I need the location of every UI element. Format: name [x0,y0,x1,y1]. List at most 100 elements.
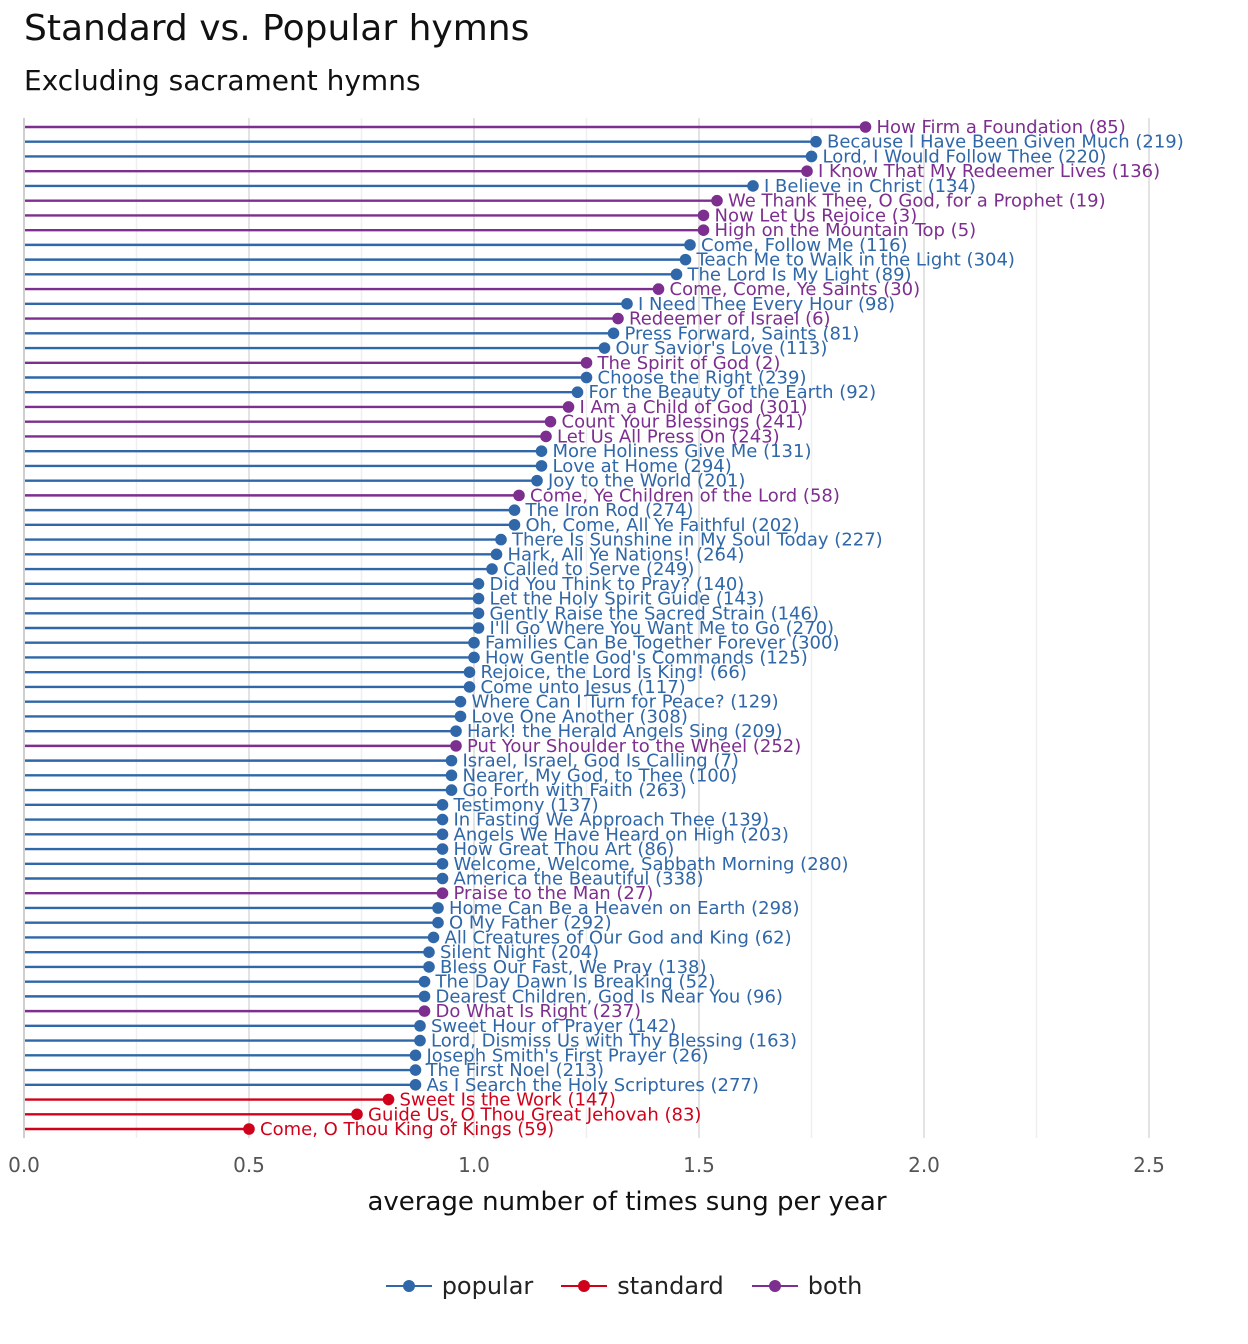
lollipop-point [472,607,485,620]
x-axis-label: average number of times sung per year [367,1187,886,1217]
lollipop-point [544,415,557,428]
data-label: I Am a Child of God (301) [580,397,808,418]
data-label: The First Noel (213) [426,1060,604,1081]
data-label: Sweet Is the Work (147) [400,1090,616,1111]
lollipop-point [409,1064,422,1076]
data-label: America the Beautiful (338) [454,869,704,890]
data-label: Home Can Be a Heaven on Earth (298) [449,898,800,919]
data-label: Guide Us, O Thou Great Jehovah (83) [368,1104,701,1125]
data-label: Love at Home (294) [553,456,732,477]
lollipop-point [351,1108,363,1121]
lollipop-point [427,931,440,944]
lollipop-point [598,342,611,354]
data-label: The Spirit of God (2) [597,353,781,374]
lollipop-point [805,150,818,163]
lollipop-point [445,769,458,782]
data-label: Dearest Children, God Is Near You (96) [436,986,783,1007]
data-label: Count Your Blessings (241) [562,412,804,433]
x-tick-label: 1.0 [458,1153,490,1177]
data-label: Lord, I Would Follow Thee (220) [823,146,1107,167]
data-label: Praise to the Man (27) [454,883,654,904]
lollipop-point [436,857,449,870]
x-tick-label: 0.5 [233,1153,265,1177]
data-label: Israel, Israel, God Is Calling (7) [463,751,739,772]
lollipop-point [423,961,435,973]
lollipop-point [414,1034,426,1047]
lollipop-point [445,784,458,796]
x-tick-label: 2.0 [908,1153,940,1177]
legend-key-popular [385,1276,432,1296]
lollipop-point [508,504,521,516]
data-label: The Day Dawn Is Breaking (52) [435,972,716,993]
data-label: Families Can Be Together Forever (300) [485,633,839,654]
data-label: Redeemer of Israel (6) [629,309,831,330]
legend-key-both [751,1276,798,1296]
lollipop-point [697,224,710,236]
data-label: Let the Holy Spirit Guide (143) [490,589,765,610]
data-label: Rejoice, the Lord Is King! (66) [481,662,747,683]
data-label: Did You Think to Pray? (140) [490,574,745,595]
data-label: Called to Serve (249) [503,559,694,580]
data-label: The Lord Is My Light (89) [687,264,912,285]
data-label: High on the Mountain Top (5) [715,220,977,241]
data-label: Choose the Right (239) [598,368,807,389]
legend-item-both: both [751,1272,862,1300]
data-label: Love One Another (308) [472,706,688,727]
lollipop-point [697,209,710,222]
data-label: Angels We Have Heard on High (203) [454,824,789,845]
lollipop-point [490,548,503,561]
data-label: More Holiness Give Me (131) [553,441,812,462]
lollipop-point [652,283,665,295]
lollipop-point [436,799,449,811]
lollipop-point [463,681,476,693]
data-label: Welcome, Welcome, Sabbath Morning (280) [454,854,849,875]
data-label: Joseph Smith's First Prayer (26) [426,1045,709,1066]
lollipop-point [382,1093,395,1106]
data-label: Silent Night (204) [440,942,599,963]
x-tick-label: 1.5 [683,1153,715,1177]
data-label: Come, Come, Ye Saints (30) [670,279,921,300]
lollipop-point [684,239,696,251]
lollipop-point [432,916,444,929]
lollipop-point [454,695,467,708]
data-label: Come, Follow Me (116) [701,235,908,256]
lollipop-point [486,563,498,575]
data-label: Sweet Hour of Prayer (142) [431,1016,676,1037]
lollipop-point [450,740,462,752]
lollipop-point [747,180,759,192]
lollipop-point [580,371,593,384]
lollipop-point [535,445,548,457]
lollipop-point [468,651,480,664]
lollipop-point [670,268,683,281]
chart-marks: How Firm a Foundation (85)Because I Have… [23,117,1184,1140]
x-axis: 0.0 0.5 1.0 1.5 2.0 2.5 [8,1153,1165,1177]
lollipop-point [436,872,449,885]
lollipop-point [445,754,458,767]
lollipop-point [436,887,449,900]
data-label: I Need Thee Every Hour (98) [638,294,895,315]
data-label: Oh, Come, All Ye Faithful (202) [526,515,800,536]
lollipop-point [409,1078,422,1091]
x-tick-label: 0.0 [8,1153,40,1177]
lollipop-point [472,622,485,634]
data-label: How Firm a Foundation (85) [877,117,1126,138]
data-label: Come unto Jesus (117) [481,677,686,698]
lollipop-point [463,666,476,679]
data-label: How Great Thou Art (86) [454,839,675,860]
data-label: Where Can I Turn for Peace? (129) [472,692,779,713]
lollipop-point [495,533,507,546]
data-label: Bless Our Fast, We Pray (138) [440,957,707,978]
data-label: I Believe in Christ (134) [764,176,976,197]
lollipop-point [423,946,435,958]
data-label: The Iron Rod (274) [525,500,694,521]
lollipop-point [607,327,620,340]
lollipop-point [801,165,813,178]
data-label: There Is Sunshine in My Soul Today (227) [511,530,883,551]
lollipop-point [621,298,633,310]
data-label: I Know That My Redeemer Lives (136) [818,161,1160,182]
chart-subtitle: Excluding sacrament hymns [24,64,421,97]
data-label: Now Let Us Rejoice (3) [715,205,918,226]
data-label: How Gentle God's Commands (125) [485,647,808,668]
data-label: Let Us All Press On (243) [557,426,780,447]
data-label: Go Forth with Faith (263) [463,780,687,801]
